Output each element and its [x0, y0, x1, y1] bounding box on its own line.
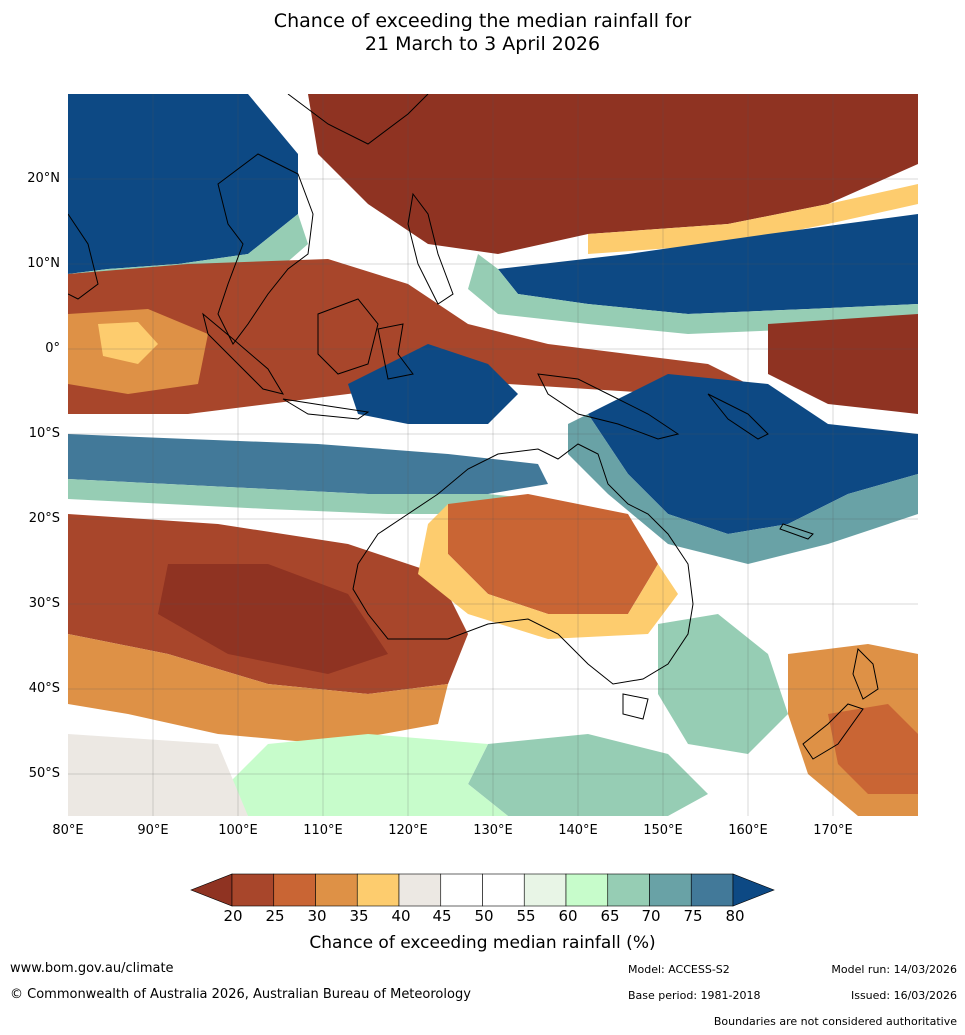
colorbar-segment — [440, 873, 483, 907]
coastline-australia — [352, 443, 694, 685]
wet-region-southern-ocean — [468, 734, 708, 816]
footer-disclaimer: Boundaries are not considered authoritat… — [713, 1015, 957, 1028]
dry-region-central-pacific — [768, 314, 918, 414]
dry-region-equatorial — [68, 259, 748, 414]
lat-label-40s: 40°S — [28, 681, 60, 696]
lon-label-160e: 160°E — [728, 823, 768, 838]
wet-region-southern-ocean-edge — [228, 734, 508, 816]
coastline-philippines — [407, 192, 454, 305]
colorbar-tick: 60 — [558, 907, 578, 925]
colorbar-segment — [523, 873, 567, 907]
coastline-solomon-islands — [707, 393, 769, 440]
footer-base-period: Base period: 1981-2018 — [628, 989, 761, 1002]
wet-region-indonesia — [348, 344, 518, 424]
lon-label-90e: 90°E — [137, 823, 169, 838]
lat-label-50s: 50°S — [28, 766, 60, 781]
lon-label-120e: 120°E — [388, 823, 428, 838]
colorbar-tick: 20 — [223, 907, 243, 925]
neutral-region-south — [68, 734, 248, 816]
title-line-1: Chance of exceeding the median rainfall … — [273, 10, 692, 32]
lon-label-140e: 140°E — [558, 823, 598, 838]
colorbar-segment — [356, 873, 400, 907]
colorbar-tick: 30 — [307, 907, 327, 925]
colorbar-extension-high — [732, 873, 775, 907]
colorbar-tick: 45 — [432, 907, 452, 925]
colorbar-segment — [565, 873, 609, 907]
colorbar-segment — [273, 873, 316, 907]
title-line-2: 21 March to 3 April 2026 — [364, 33, 601, 55]
coastline-borneo — [317, 298, 379, 375]
colorbar-label: Chance of exceeding median rainfall (%) — [309, 933, 656, 953]
lat-label-20n: 20°N — [27, 171, 60, 186]
coastline-sumatra — [202, 312, 285, 395]
colorbar-extension-low — [190, 873, 233, 907]
coastline-new-guinea — [537, 373, 680, 440]
footer-model-run: Model run: 14/03/2026 — [831, 963, 957, 976]
colorbar-tick: 80 — [725, 907, 745, 925]
lon-label-110e: 110°E — [303, 823, 343, 838]
footer-website[interactable]: www.bom.gov.au/climate — [10, 961, 174, 976]
lat-label-10s: 10°S — [28, 426, 60, 441]
footer-model: Model: ACCESS-S2 — [628, 963, 730, 976]
colorbar-tick: 35 — [349, 907, 369, 925]
colorbar-segment — [398, 873, 442, 907]
lon-label-130e: 130°E — [473, 823, 513, 838]
map-svg — [68, 94, 918, 816]
colorbar-segment — [315, 873, 358, 907]
lon-label-100e: 100°E — [218, 823, 258, 838]
colorbar-segment — [690, 873, 734, 907]
coastline-java — [282, 398, 370, 420]
chart-title: Chance of exceeding the median rainfall … — [0, 10, 965, 56]
dry-region-south-indian-ocean-outer — [68, 634, 448, 744]
dry-region-indian-ocean-yellow — [98, 322, 158, 364]
dry-region-north-pacific-edge — [588, 184, 918, 254]
wet-region-pacific-10n — [498, 214, 918, 314]
dry-region-central-australia-edge — [418, 504, 678, 639]
coastline-sulawesi — [377, 323, 414, 380]
colorbar-tick: 50 — [474, 907, 494, 925]
lat-label-10n: 10°N — [27, 256, 60, 271]
footer-copyright: © Commonwealth of Australia 2026, Austra… — [10, 987, 471, 1002]
colorbar-tick: 40 — [391, 907, 411, 925]
coastline-tasmania — [622, 693, 649, 720]
colorbar-segments — [190, 873, 775, 907]
dry-region-south-indian-ocean-core — [158, 564, 388, 674]
lon-label-170e: 170°E — [813, 823, 853, 838]
coastline-indochina — [217, 153, 314, 345]
lon-label-80e: 80°E — [52, 823, 84, 838]
wet-region-coral-sea-edge — [568, 414, 918, 564]
coastlines — [68, 94, 879, 760]
footer-issued: Issued: 16/03/2026 — [850, 989, 957, 1002]
dry-region-central-australia — [448, 494, 658, 614]
lat-label-30s: 30°S — [28, 596, 60, 611]
coastline-new-caledonia — [779, 523, 814, 540]
dry-region-north-pacific — [308, 94, 918, 254]
colorbar-tick: 55 — [516, 907, 536, 925]
colorbar-tick: 75 — [683, 907, 703, 925]
lon-label-150e: 150°E — [643, 823, 683, 838]
map-gridlines — [68, 94, 918, 816]
colorbar-tick: 65 — [600, 907, 620, 925]
colorbar-segment — [649, 873, 692, 907]
colorbar-segment — [482, 873, 525, 907]
coastline-new-zealand-north — [852, 647, 879, 700]
coastline-india — [68, 213, 99, 300]
wet-region-indian-ocean-12s — [68, 434, 548, 494]
coastline-new-zealand-south — [802, 703, 864, 760]
lat-label-20s: 20°S — [28, 511, 60, 526]
wet-region-bay-of-bengal — [68, 94, 298, 274]
wet-region-pacific-10n-edge — [468, 254, 918, 334]
colorbar-segment — [607, 873, 650, 907]
lat-label-0: 0° — [45, 341, 60, 356]
wet-region-tasman — [658, 614, 788, 754]
wet-region-coral-sea — [588, 374, 918, 534]
colorbar-segment — [231, 873, 275, 907]
colorbar — [190, 873, 775, 907]
coastline-china — [287, 94, 429, 145]
rainfall-map — [68, 94, 918, 816]
colorbar-tick: 70 — [641, 907, 661, 925]
colorbar-tick: 25 — [265, 907, 285, 925]
